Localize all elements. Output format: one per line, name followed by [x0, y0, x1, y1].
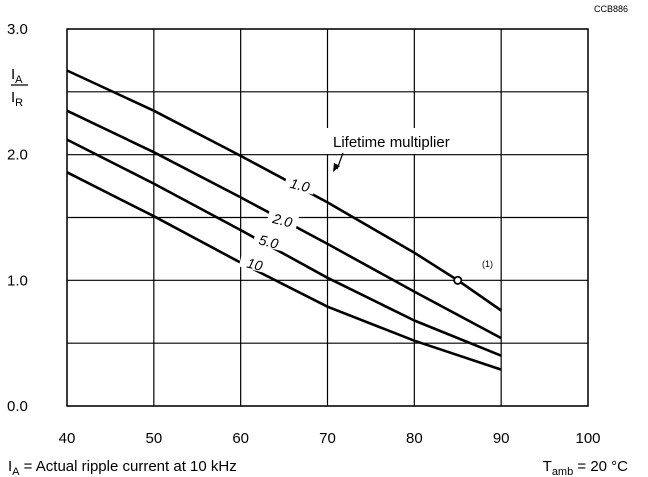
curve-label-text: 10 [245, 255, 264, 274]
note-marker-label: (1) [482, 259, 493, 269]
curve-label-text: 5.0 [257, 232, 280, 252]
series-line-5.0 [66, 138, 502, 357]
curve-label-10: 10 [238, 251, 272, 274]
legend-title: Lifetime multiplier [333, 134, 450, 151]
note-marker-point [453, 275, 463, 285]
temperature-condition: Tamb = 20 °C [543, 458, 629, 477]
legend-arrowhead [333, 163, 340, 172]
legend-title-background [318, 128, 496, 154]
svg-text:IR: IR [11, 89, 23, 109]
x-tick-label: 40 [59, 430, 76, 447]
y-label-denominator-sub: R [15, 97, 23, 109]
curve-label-text: 1.0 [289, 175, 312, 195]
figure-code: CCB886 [594, 4, 628, 14]
x-tick-label: 90 [493, 430, 510, 447]
x-tick-label: 60 [232, 430, 249, 447]
curve-label-2.0: 2.0 [266, 207, 300, 231]
curve-label-text: 2.0 [270, 210, 294, 231]
grid [66, 28, 589, 407]
series: 1.0 2.05.0 10 [66, 69, 502, 371]
y-axis-label: IA IR [11, 66, 28, 109]
footnote: IA = Actual ripple current at 10 kHz [8, 458, 237, 477]
y-axis-ticks: 0.0 1.0 2.0 3.0 [7, 21, 28, 415]
y-label-numerator-sub: A [15, 74, 23, 86]
y-tick-label: 2.0 [7, 147, 28, 164]
plot-frame [66, 28, 589, 407]
y-label-denominator: I [11, 89, 15, 106]
y-tick-label: 3.0 [7, 21, 28, 38]
x-tick-label: 100 [575, 430, 600, 447]
curve-label-background [266, 207, 300, 230]
curve-label-background [252, 229, 286, 252]
x-tick-label: 70 [319, 430, 336, 447]
curve-label-1.0: 1.0 [283, 172, 317, 195]
curve-label-5.0: 5.0 [252, 229, 286, 252]
curve-label-background [238, 251, 272, 274]
x-axis-ticks: 40 50 60 70 80 90 100 [59, 430, 601, 447]
curve-label-background [283, 172, 317, 195]
series-line-10 [66, 171, 502, 371]
x-tick-label: 80 [406, 430, 423, 447]
y-tick-label: 1.0 [7, 272, 28, 289]
svg-text:IA: IA [11, 66, 23, 86]
series-line-1.0 [66, 69, 502, 312]
y-label-numerator: I [11, 66, 15, 83]
y-tick-label: 0.0 [7, 398, 28, 415]
x-tick-label: 50 [145, 430, 162, 447]
